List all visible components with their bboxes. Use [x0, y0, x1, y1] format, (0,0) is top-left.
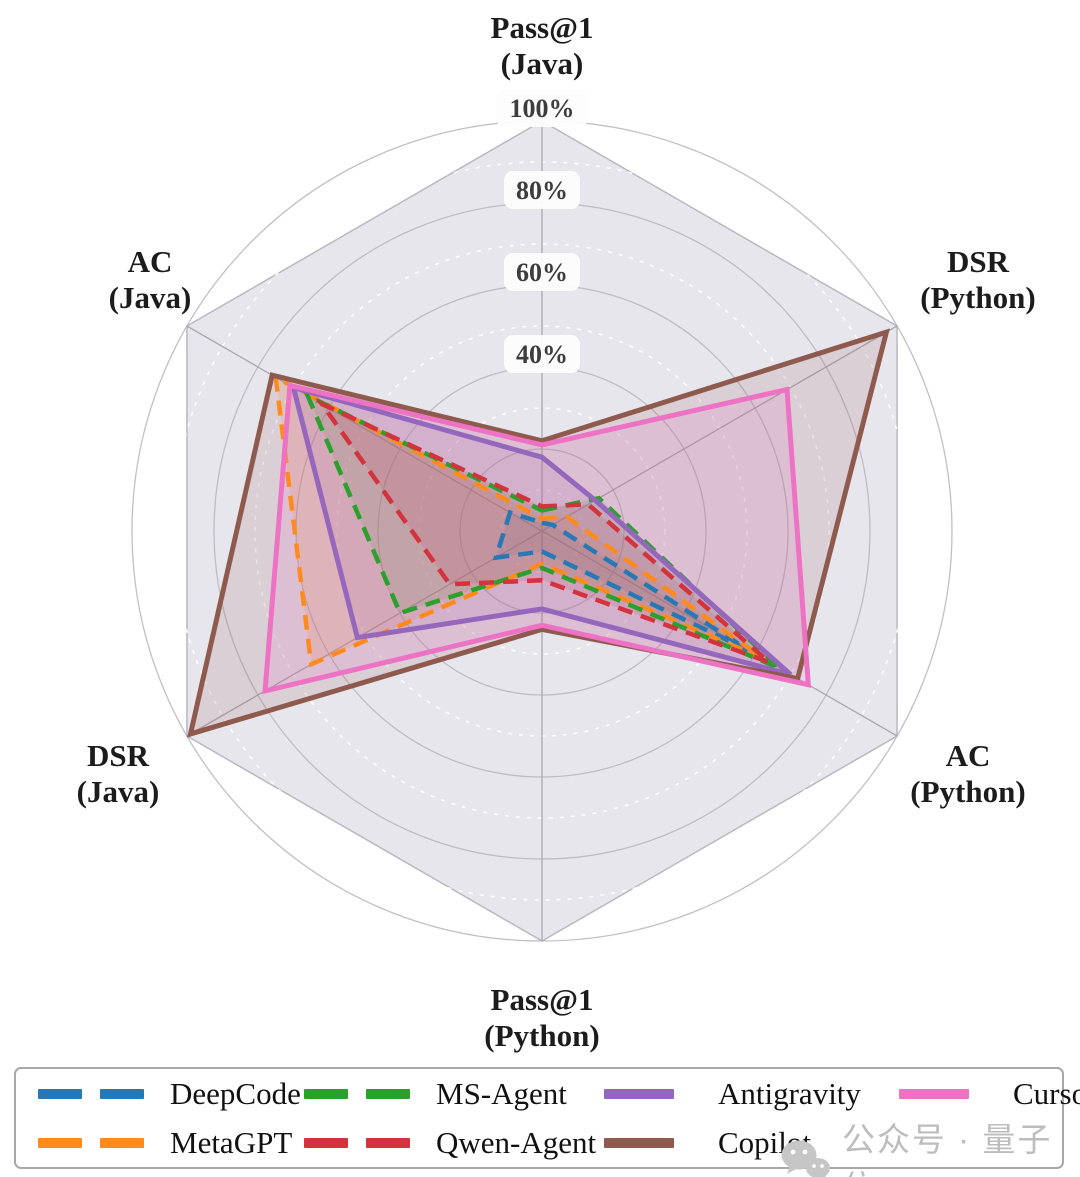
- tick-box-80: [504, 171, 580, 209]
- legend-dash: [38, 1088, 82, 1099]
- legend-dash: [366, 1088, 410, 1099]
- wechat-icon: [780, 1139, 832, 1177]
- watermark-text: 公众号 · 量子位: [842, 1121, 1053, 1177]
- legend-label-metagpt: MetaGPT: [170, 1124, 293, 1160]
- legend-label-antigravity: Antigravity: [718, 1075, 861, 1111]
- axis-label-ac-java: AC (Java): [109, 244, 192, 315]
- axis-spoke-ac-java: [186, 325, 543, 532]
- legend-item-qwen-agent: Qwen-Agent: [304, 1121, 596, 1165]
- axis-label-ac-python: AC (Python): [910, 738, 1025, 809]
- legend-marker-deepcode: [38, 1088, 146, 1099]
- axis-spoke-dsr-python: [541, 325, 898, 532]
- legend-item-metagpt: MetaGPT: [38, 1121, 304, 1165]
- tick-label-100: 100%: [510, 94, 575, 123]
- legend-dash: [100, 1137, 144, 1148]
- axis-label-pass1-java: Pass@1 (Java): [491, 10, 594, 81]
- series-polygon-copilot: [187, 328, 890, 738]
- series-fill-copilot: [190, 332, 887, 734]
- axis-label-dsr-java: DSR (Java): [77, 738, 160, 809]
- legend-marker-cursor: [881, 1088, 989, 1099]
- legend: DeepCode MS-Agent Antigravity Cursor MetaGPT…: [14, 1067, 1080, 1169]
- tick-label-80: 80%: [516, 176, 568, 205]
- watermark: 公众号 · 量子位: [780, 1113, 1080, 1177]
- legend-label-cursor: Cursor: [1013, 1075, 1080, 1111]
- grid-circle-minor-70: [254, 243, 830, 819]
- tick-box-60: [504, 253, 580, 291]
- grid-circle-minor-30: [418, 407, 666, 655]
- legend-marker-metagpt: [38, 1137, 146, 1148]
- legend-solid-line: [604, 1088, 674, 1099]
- series-polygon-cursor: [262, 382, 812, 695]
- legend-marker-ms-agent: [304, 1088, 412, 1099]
- radar-chart: 40% 60% 80% 100% Pass@1 (Java) DSR (Python) AC (P…: [77, 10, 1036, 1053]
- series-polygon-deepcode: [492, 509, 750, 652]
- legend-marker-qwen-agent: [304, 1137, 412, 1148]
- legend-dash: [304, 1088, 348, 1099]
- tick-box-100: [496, 89, 588, 127]
- legend-marker-antigravity: [586, 1088, 694, 1099]
- legend-marker-copilot: [586, 1137, 694, 1148]
- axis-label-pass1-python: Pass@1 (Python): [484, 982, 599, 1053]
- series-fill-deepcode: [495, 512, 748, 650]
- grid-circle-minor-10: [500, 489, 584, 573]
- series-fill-antigravity: [293, 387, 791, 675]
- axis-label-dsr-python: DSR (Python): [920, 244, 1035, 315]
- legend-dash: [304, 1137, 348, 1148]
- legend-item-cursor: Cursor: [881, 1072, 1080, 1116]
- legend-dash: [100, 1088, 144, 1099]
- legend-item-deepcode: DeepCode: [38, 1072, 304, 1116]
- legend-solid-line: [604, 1137, 674, 1148]
- tick-box-40: [504, 335, 580, 373]
- series-polygon-qwen-agent: [315, 398, 771, 665]
- tick-label-40: 40%: [516, 340, 568, 369]
- legend-solid-line: [899, 1088, 969, 1099]
- legend-label-qwen-agent: Qwen-Agent: [436, 1124, 597, 1160]
- series-fill-qwen-agent: [321, 403, 770, 663]
- legend-dash: [366, 1137, 410, 1148]
- tick-label-60: 60%: [516, 258, 568, 287]
- legend-label-deepcode: DeepCode: [170, 1075, 301, 1111]
- legend-item-ms-agent: MS-Agent: [304, 1072, 586, 1116]
- axis-spoke-ac-python: [541, 530, 898, 737]
- series-fill-metagpt: [275, 377, 763, 665]
- series-polygon-ms-agent: [303, 391, 782, 671]
- legend-item-antigravity: Antigravity: [586, 1072, 881, 1116]
- axis-spoke-dsr-java: [186, 530, 543, 737]
- series-fill-ms-agent: [307, 395, 780, 669]
- legend-label-ms-agent: MS-Agent: [436, 1075, 567, 1111]
- legend-dash: [38, 1137, 82, 1148]
